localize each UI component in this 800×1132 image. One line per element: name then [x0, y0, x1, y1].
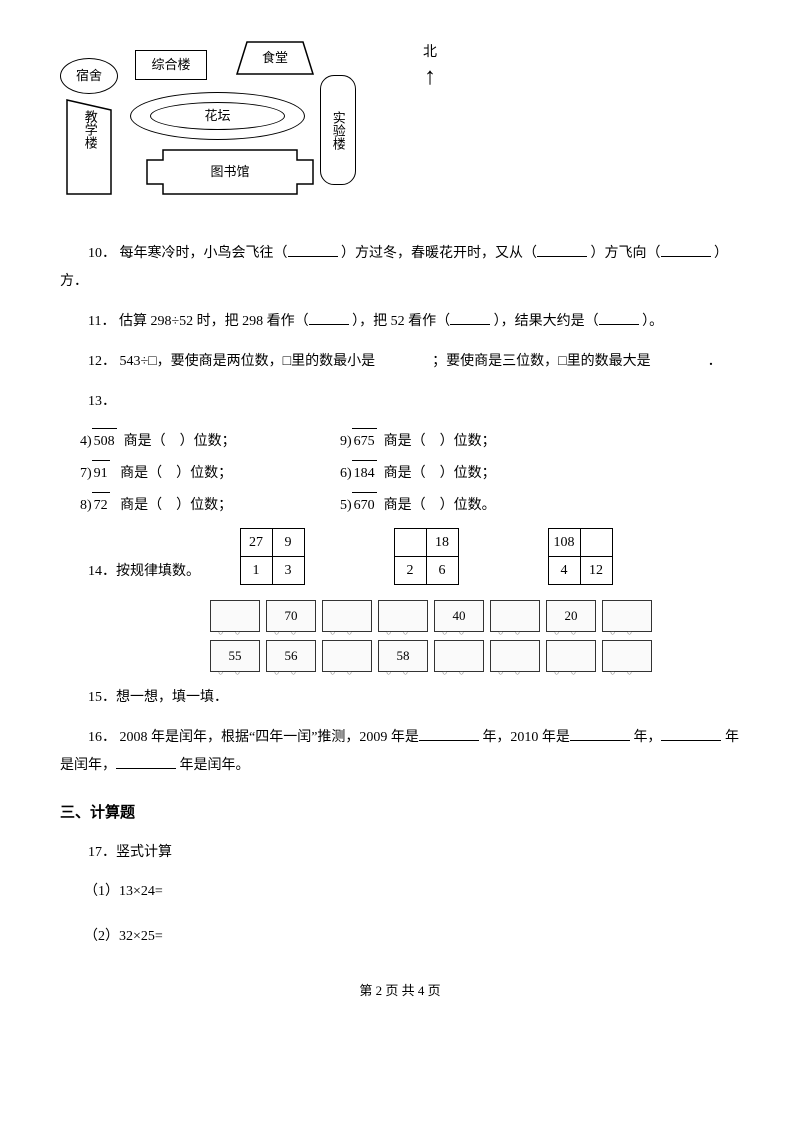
complex-building-shape: 综合楼 — [135, 50, 207, 80]
north-label: 北 — [415, 40, 445, 65]
blank — [661, 726, 721, 741]
question-17: 17．竖式计算 — [60, 839, 740, 867]
blank — [599, 310, 639, 325]
question-16: 16． 2008 年是闰年，根据“四年一闰”推测，2009 年是 年，2010 … — [60, 724, 740, 780]
blank — [309, 310, 349, 325]
page-footer: 第 2 页 共 4 页 — [60, 979, 740, 1002]
arrow-icon: ↑ — [415, 65, 445, 89]
train-diagram: 70 40 20 5556 58 — [210, 600, 740, 672]
blank — [661, 242, 711, 257]
q-num: 12． — [88, 354, 116, 369]
svg-text:食堂: 食堂 — [262, 50, 288, 65]
flowerbed-inner: 花坛 — [150, 102, 285, 130]
q17-sub2: （2）32×25= — [70, 924, 740, 949]
q13-rows: 4)508 商是（ ）位数；9)675 商是（ ）位数； 7)91 商是（ ）位… — [60, 428, 740, 519]
blank — [450, 310, 490, 325]
campus-diagram: 宿舍 综合楼 食堂 教学楼 花坛 实验楼 图书馆 北 ↑ — [60, 40, 400, 220]
blank — [116, 754, 176, 769]
dorm-shape: 宿舍 — [60, 58, 118, 94]
q-num: 13． — [88, 394, 116, 409]
blank — [288, 242, 338, 257]
blank — [570, 726, 630, 741]
question-15: 15．想一想，填一填． — [60, 684, 740, 712]
question-13: 13． — [60, 388, 740, 416]
grid-1: 279 13 — [240, 529, 304, 585]
q-num: 10． — [88, 246, 116, 261]
svg-text:图书馆: 图书馆 — [210, 164, 249, 179]
lab-building-shape: 实验楼 — [320, 75, 356, 185]
north-indicator: 北 ↑ — [415, 40, 445, 89]
library-shape: 图书馆 — [145, 148, 315, 198]
grid-2: 18 26 — [394, 529, 458, 585]
grid-3: 108 412 — [548, 529, 612, 585]
q-num: 11． — [88, 314, 115, 329]
blank — [419, 726, 479, 741]
question-12: 12． 543÷□，要使商是两位数，□里的数最小是 ；要使商是三位数，□里的数最… — [60, 348, 740, 376]
question-10: 10． 每年寒冷时，小鸟会飞往（ ）方过冬，春暖花开时，又从（ ）方飞向（ ）方… — [60, 240, 740, 296]
section-title-3: 三、计算题 — [60, 800, 740, 827]
blank — [537, 242, 587, 257]
cafeteria-shape: 食堂 — [235, 40, 315, 78]
teaching-building-label: 教学楼 — [80, 110, 100, 149]
question-11: 11． 估算 298÷52 时，把 298 看作（ ），把 52 看作（ ），结… — [60, 308, 740, 336]
train-row-1: 70 40 20 — [210, 600, 740, 632]
q17-sub1: （1）13×24= — [70, 879, 740, 904]
train-row-2: 5556 58 — [210, 640, 740, 672]
question-14: 14．按规律填数。 279 13 18 26 108 412 — [60, 529, 740, 585]
